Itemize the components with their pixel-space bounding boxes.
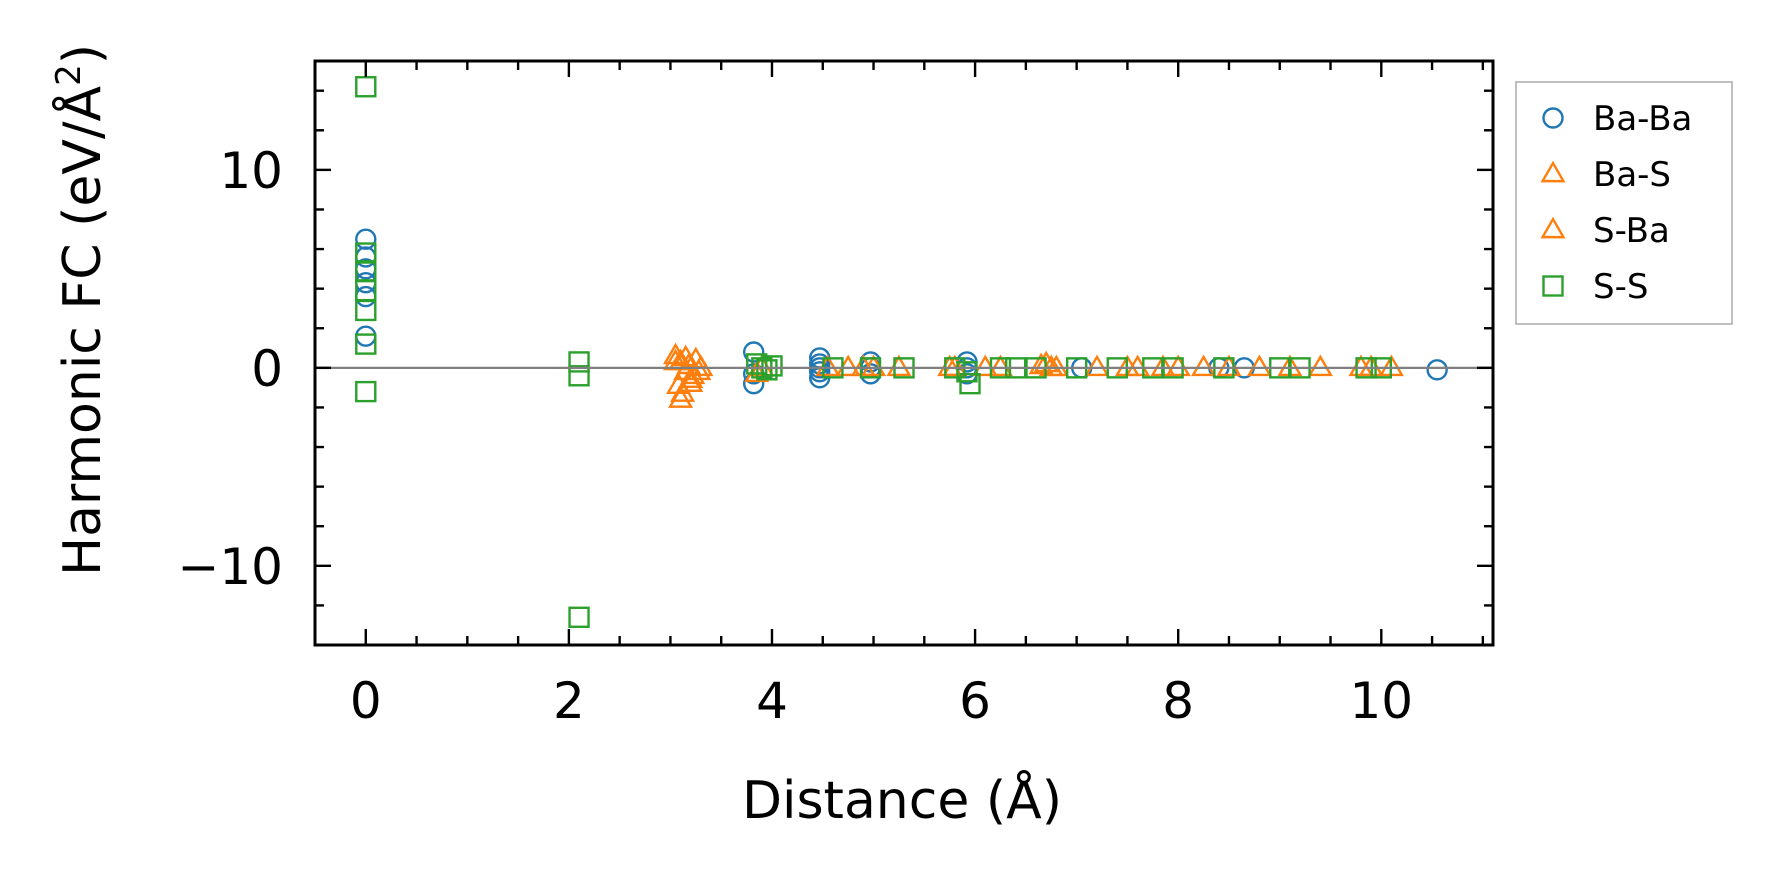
point-s-s-18 bbox=[956, 361, 978, 383]
point-ba-s-21 bbox=[1191, 354, 1217, 377]
point-s-ba-3 bbox=[678, 370, 704, 393]
legend-label-s-ba: S-Ba bbox=[1593, 211, 1670, 251]
legend-marker-ba-s bbox=[1540, 160, 1566, 183]
point-s-s-19 bbox=[959, 372, 981, 395]
point-s-s-8 bbox=[568, 365, 590, 387]
point-ba-s-18 bbox=[1084, 354, 1110, 377]
point-s-ba-4 bbox=[686, 358, 712, 381]
x-tick-label: 6 bbox=[959, 672, 991, 730]
y-axis-label-sup: 2 bbox=[49, 64, 89, 86]
point-s-ba-1 bbox=[668, 386, 694, 408]
x-axis-label: Distance (Å) bbox=[742, 769, 1062, 831]
point-s-s-7 bbox=[568, 351, 590, 373]
axes: 0 2 4 6 8 10 −10 0 10 bbox=[177, 59, 1495, 730]
y-tick-label: 0 bbox=[251, 340, 283, 398]
y-axis-label-close: ) bbox=[53, 44, 113, 64]
point-s-s-0 bbox=[355, 76, 377, 98]
y-axis-label: Harmonic FC (eV/Å2) bbox=[49, 44, 113, 576]
legend-marker-ba-ba bbox=[1542, 107, 1564, 129]
point-ba-ba-4 bbox=[355, 285, 377, 308]
point-s-ba-2 bbox=[673, 344, 699, 367]
point-ba-ba-23 bbox=[1426, 359, 1448, 381]
point-s-s-4 bbox=[355, 299, 377, 322]
x-tick-label: 0 bbox=[350, 672, 382, 730]
x-tick-label: 10 bbox=[1349, 672, 1413, 730]
point-s-s-12 bbox=[756, 359, 778, 381]
legend-label-ba-ba: Ba-Ba bbox=[1593, 99, 1692, 139]
point-ba-ba-6 bbox=[743, 341, 765, 363]
legend-label-s-s: S-S bbox=[1593, 267, 1648, 307]
point-s-ba-0 bbox=[662, 348, 689, 371]
legend-marker-s-ba bbox=[1540, 216, 1566, 239]
plot-marks bbox=[355, 76, 1448, 628]
legend-label-ba-s: Ba-S bbox=[1593, 155, 1671, 195]
y-tick-label: 10 bbox=[219, 142, 283, 200]
point-ba-ba-5 bbox=[355, 325, 377, 347]
point-s-s-6 bbox=[355, 380, 377, 403]
y-tick-label: −10 bbox=[177, 538, 283, 596]
x-tick-label: 4 bbox=[756, 672, 788, 730]
point-s-ba-11 bbox=[1043, 354, 1069, 377]
point-s-s-5 bbox=[355, 333, 377, 355]
point-ba-s-23 bbox=[1307, 354, 1333, 377]
legend-marker-s-s bbox=[1542, 275, 1564, 297]
plot-frame bbox=[313, 59, 1495, 647]
point-ba-ba-0 bbox=[355, 228, 377, 250]
point-s-ba-7 bbox=[861, 354, 887, 377]
point-s-s-13 bbox=[761, 355, 783, 377]
point-ba-s-22 bbox=[1246, 354, 1272, 377]
point-s-s-9 bbox=[568, 606, 590, 628]
x-tick-label: 8 bbox=[1162, 672, 1194, 730]
y-axis-label-main: Harmonic FC (eV/Å bbox=[51, 85, 113, 576]
point-ba-s-13 bbox=[886, 354, 912, 377]
x-tick-label: 2 bbox=[553, 672, 585, 730]
legend-box bbox=[1515, 81, 1733, 325]
legend: Ba-Ba Ba-S S-Ba S-S bbox=[1515, 81, 1733, 325]
